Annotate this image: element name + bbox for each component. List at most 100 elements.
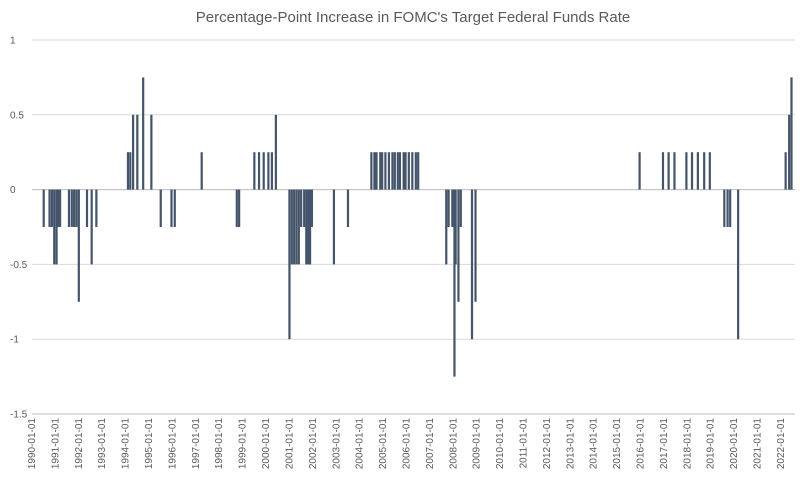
bar [200,152,203,190]
x-tick-label: 1992-01-01 [74,418,85,470]
x-tick-label: 1991-01-01 [50,418,61,470]
bar [75,189,78,227]
x-tick-label: 2011-01-01 [519,418,530,469]
x-tick-label: 2009-01-01 [472,418,483,470]
bar [288,189,291,340]
x-tick-label: 2010-01-01 [495,418,506,470]
bar [667,152,670,190]
x-tick-label: 1999-01-01 [238,418,249,470]
x-tick-label: 1995-01-01 [144,418,155,470]
bar [454,189,457,265]
bar [685,152,688,190]
bar [414,152,417,190]
x-tick-label: 2004-01-01 [355,418,366,470]
bar [398,152,402,190]
bar [690,152,694,190]
bar [393,152,396,190]
bar [470,189,474,340]
bar [708,152,711,190]
y-tick-label: -0.5 [10,260,28,271]
bar [417,152,420,190]
bar [723,189,726,227]
bar [387,152,391,190]
bar [297,189,300,265]
bar [332,189,336,265]
bar [638,152,641,190]
grid-layer [32,39,795,415]
bar [57,189,60,227]
bar [270,152,273,190]
bar [295,189,298,265]
bar [136,114,139,190]
bar [447,189,450,227]
bar [457,189,460,302]
bar [375,152,378,190]
bar [308,189,312,265]
x-tick-label: 2006-01-01 [401,418,412,470]
x-tick-label: 1994-01-01 [121,418,132,470]
bar [384,152,387,190]
x-tick-label: 2008-01-01 [448,418,459,470]
bar [726,189,729,227]
bar [67,189,71,227]
bar [58,189,62,227]
bar [253,152,256,190]
bar [90,189,93,265]
bar [737,189,740,340]
bar [305,189,308,265]
bar [70,189,73,227]
bar [788,114,791,190]
bar [784,152,787,190]
bar [170,189,173,227]
bar [303,189,306,227]
x-tick-label: 2000-01-01 [261,418,272,470]
bar [459,189,462,227]
x-axis-ticks: 1990-01-01 1991-01-01 1992-01-01 1993-01-01… [27,418,787,470]
x-tick-label: 1997-01-01 [191,418,202,470]
bar [379,152,382,190]
x-tick-label: 2022-01-01 [776,418,787,470]
bar [346,189,350,227]
bar [407,152,410,190]
bar [790,77,793,190]
x-tick-label: 2018-01-01 [682,418,693,470]
bar [310,189,314,227]
bar [132,114,135,190]
x-tick-label: 2014-01-01 [589,418,600,470]
bar [267,152,270,190]
bar [77,189,80,302]
bar [673,152,676,190]
bar [445,189,448,265]
bar [411,152,414,190]
bar [703,152,706,190]
bar [373,152,376,190]
bar [396,152,399,190]
bar [370,152,373,190]
x-tick-label: 2020-01-01 [729,418,740,470]
bar [274,114,277,190]
bar [48,189,51,227]
y-tick-label: -1 [10,335,19,346]
bar [42,189,45,227]
y-axis-ticks: 1 0.5 0 -0.5 -1 -1.5 [10,36,28,421]
x-tick-label: 2001-01-01 [284,418,295,470]
bar [73,189,76,227]
bar [50,189,53,227]
bar [293,189,296,265]
bar [159,189,162,227]
bar [235,189,238,227]
x-tick-label: 2005-01-01 [378,418,389,470]
x-tick-label: 2015-01-01 [612,418,623,470]
bar [402,152,405,190]
x-tick-label: 1998-01-01 [214,418,225,470]
y-tick-label: 0.5 [10,110,24,121]
bar [55,189,58,265]
x-tick-label: 1996-01-01 [167,418,178,470]
y-tick-label: 0 [10,185,16,196]
bar [453,189,456,377]
bar [129,152,132,190]
bar [85,189,89,227]
bar [300,189,303,227]
